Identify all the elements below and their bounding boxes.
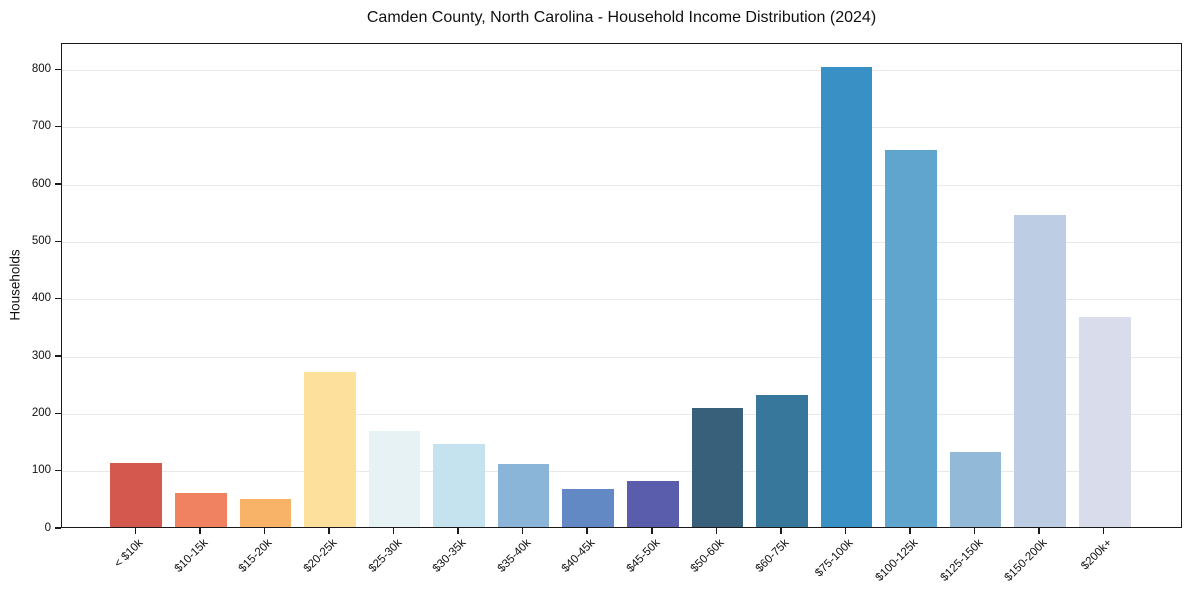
y-tick-label: 600 — [31, 177, 51, 190]
x-tick-mark — [521, 528, 524, 534]
gridline — [62, 299, 1181, 301]
x-tick-label: $15-20k — [237, 537, 275, 575]
x-tick-label: $125-150k — [938, 537, 986, 584]
y-tick-mark — [55, 355, 61, 357]
y-tick-mark — [55, 125, 61, 128]
x-tick-mark — [844, 528, 847, 534]
gridline — [62, 69, 1181, 71]
gridline — [62, 356, 1181, 358]
plot-area — [61, 43, 1182, 528]
y-tick-label: 300 — [31, 349, 51, 362]
y-tick-mark — [55, 68, 61, 71]
bar-75-100k — [820, 66, 873, 527]
x-tick-mark — [973, 528, 976, 534]
y-tick-label: 100 — [31, 464, 51, 477]
x-tick-label: $35-40k — [495, 537, 534, 575]
x-tick-mark — [909, 528, 911, 534]
y-tick-label: 500 — [31, 234, 51, 247]
x-tick-mark — [134, 528, 137, 534]
bar-15-20k — [239, 498, 292, 527]
x-tick-label: $40-45k — [559, 537, 598, 575]
x-tick-mark — [392, 528, 395, 534]
x-tick-label: $100-125k — [873, 537, 921, 584]
x-tick-mark — [780, 528, 782, 534]
bar-200k — [1078, 317, 1131, 527]
y-tick-label: 800 — [31, 62, 51, 75]
x-tick-label: $10-15k — [172, 537, 211, 575]
gridline — [62, 184, 1181, 186]
y-tick-mark — [55, 240, 61, 243]
x-tick-label: $150-200k — [1002, 537, 1050, 584]
y-tick-label: 700 — [31, 120, 51, 133]
x-tick-mark — [328, 528, 330, 534]
x-tick-mark — [263, 528, 266, 534]
y-tick-label: 200 — [31, 406, 51, 419]
chart-title: Camden County, North Carolina - Househol… — [366, 9, 877, 26]
bar-60-75k — [756, 394, 808, 527]
x-tick-label: $50-60k — [688, 537, 727, 575]
x-tick-label: $20-25k — [301, 537, 340, 575]
x-tick-mark — [586, 528, 588, 534]
x-tick-label: < $10k — [112, 537, 146, 571]
bar-50-60k — [691, 408, 744, 527]
y-tick-mark — [55, 183, 61, 185]
gridline — [62, 413, 1181, 415]
y-tick-mark — [55, 412, 61, 415]
y-tick-mark — [55, 527, 61, 529]
bar-35-40k — [497, 463, 550, 527]
bar-10k — [110, 462, 163, 527]
gridline — [62, 241, 1181, 243]
x-tick-label: $30-35k — [430, 537, 469, 575]
bar-100-125k — [885, 149, 937, 527]
y-tick-label: 0 — [44, 521, 51, 534]
x-tick-mark — [651, 528, 653, 534]
x-tick-mark — [199, 528, 201, 534]
x-tick-label: $75-100k — [813, 537, 856, 580]
gridline — [62, 471, 1181, 473]
x-tick-label: $60-75k — [753, 537, 792, 575]
x-tick-label: $25-30k — [366, 537, 405, 575]
gridline — [62, 127, 1181, 129]
bar-10-15k — [175, 492, 227, 527]
bar-45-50k — [626, 480, 679, 527]
x-tick-mark — [1038, 528, 1040, 534]
y-tick-label: 400 — [31, 292, 51, 305]
x-tick-mark — [457, 528, 459, 534]
y-tick-mark — [55, 469, 61, 472]
bar-30-35k — [433, 444, 485, 527]
bar-150-200k — [1014, 214, 1066, 527]
x-tick-label: $45-50k — [624, 537, 663, 575]
bar-25-30k — [368, 431, 421, 527]
x-tick-mark — [715, 528, 718, 534]
x-tick-mark — [1102, 528, 1105, 534]
bar-20-25k — [304, 372, 356, 527]
bar-40-45k — [562, 488, 615, 527]
x-tick-label: $200k+ — [1078, 537, 1115, 573]
y-axis-title: Households — [7, 249, 23, 321]
y-tick-mark — [55, 297, 61, 300]
bar-125-150k — [949, 452, 1002, 527]
